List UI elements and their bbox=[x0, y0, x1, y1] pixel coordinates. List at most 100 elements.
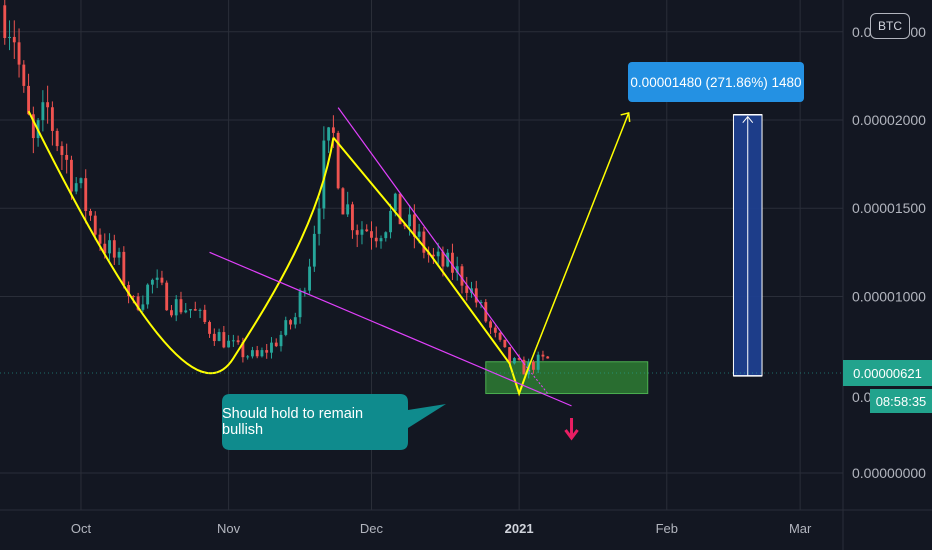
candle-body bbox=[446, 252, 450, 267]
candle-body bbox=[74, 183, 78, 192]
candle-body bbox=[50, 107, 54, 131]
candle-countdown: 08:58:35 bbox=[870, 389, 932, 413]
callout-text: Should hold to remain bullish bbox=[222, 406, 364, 438]
candle-body bbox=[222, 332, 226, 348]
candle-body bbox=[379, 238, 383, 242]
candle-body bbox=[412, 214, 416, 237]
y-tick-label: 0.00001500 bbox=[852, 200, 926, 216]
candle-body bbox=[236, 340, 240, 343]
candle-body bbox=[408, 214, 412, 227]
candle-body bbox=[308, 266, 312, 291]
candle-body bbox=[89, 210, 92, 216]
candle-body bbox=[160, 277, 164, 283]
candle-body bbox=[122, 251, 126, 286]
x-tick-label: Oct bbox=[71, 521, 92, 536]
y-tick-label: 0.00000000 bbox=[852, 465, 926, 481]
candle-body bbox=[136, 296, 140, 310]
candle-body bbox=[460, 266, 464, 286]
candle-body bbox=[531, 361, 535, 370]
candle-body bbox=[55, 130, 59, 147]
candle-body bbox=[79, 178, 83, 184]
candle-body bbox=[231, 340, 235, 342]
candle-body bbox=[212, 333, 216, 342]
measure-label: 0.00001480 (271.86%) 1480 bbox=[628, 62, 804, 102]
candle-body bbox=[465, 285, 469, 293]
candle-body bbox=[260, 350, 264, 357]
candle-body bbox=[108, 240, 111, 254]
candle-body bbox=[303, 290, 307, 292]
support-zone bbox=[485, 361, 649, 395]
candle-body bbox=[70, 159, 73, 192]
candle-body bbox=[17, 42, 21, 65]
candle-body bbox=[360, 229, 364, 235]
candle-body bbox=[112, 240, 116, 258]
candle-body bbox=[227, 340, 231, 348]
candle-body bbox=[327, 127, 331, 141]
candle-body bbox=[341, 188, 345, 215]
candle-body bbox=[393, 193, 397, 211]
x-tick-label: 2021 bbox=[505, 521, 534, 536]
projection-arrowhead bbox=[620, 112, 631, 123]
candle-body bbox=[270, 342, 273, 353]
candles bbox=[3, 0, 550, 379]
candle-body bbox=[541, 354, 545, 357]
candle-body bbox=[65, 154, 69, 160]
candle-body bbox=[193, 309, 197, 311]
candle-body bbox=[384, 232, 388, 239]
drawings bbox=[0, 107, 843, 450]
candle-body bbox=[512, 358, 516, 364]
candle-body bbox=[117, 251, 121, 258]
projection-arrow bbox=[527, 112, 630, 368]
candle-body bbox=[46, 102, 50, 108]
candle-body bbox=[3, 5, 7, 39]
candle-body bbox=[31, 114, 35, 139]
candle-body bbox=[370, 231, 373, 238]
symbol-badge[interactable]: BTC bbox=[870, 13, 910, 39]
y-tick-label: 0.00001000 bbox=[852, 288, 926, 304]
candle-body bbox=[255, 350, 259, 357]
candle-body bbox=[165, 282, 169, 311]
candle-body bbox=[27, 85, 31, 115]
x-tick-label: Mar bbox=[789, 521, 812, 536]
candle-body bbox=[522, 359, 526, 375]
candle-body bbox=[479, 302, 483, 304]
candle-body bbox=[84, 178, 88, 211]
candle-body bbox=[93, 215, 97, 235]
callout-bubble bbox=[222, 394, 446, 450]
candle-body bbox=[417, 231, 421, 237]
candle-body bbox=[322, 140, 326, 209]
candle-body bbox=[189, 309, 192, 311]
wedge-lower-line bbox=[209, 251, 572, 407]
candle-body bbox=[517, 358, 521, 360]
x-tick-label: Dec bbox=[360, 521, 384, 536]
candle-body bbox=[536, 354, 540, 370]
candle-body bbox=[441, 251, 445, 267]
candle-body bbox=[312, 233, 316, 267]
candle-body bbox=[155, 277, 159, 280]
candle-body bbox=[217, 332, 221, 342]
candle-body bbox=[389, 210, 392, 233]
candle-body bbox=[279, 334, 283, 347]
candle-body bbox=[317, 208, 321, 234]
candle-body bbox=[60, 146, 64, 155]
candle-body bbox=[174, 299, 178, 316]
candle-body bbox=[546, 356, 550, 359]
candle-body bbox=[22, 64, 26, 86]
candle-body bbox=[351, 204, 354, 231]
candle-body bbox=[246, 356, 250, 358]
candle-body bbox=[489, 321, 492, 328]
candle-body bbox=[355, 230, 359, 235]
candle-body bbox=[451, 252, 454, 273]
candle-body bbox=[436, 251, 440, 257]
cup-curve bbox=[27, 110, 335, 375]
x-tick-label: Feb bbox=[656, 521, 678, 536]
candle-body bbox=[293, 317, 297, 325]
candle-body bbox=[336, 132, 340, 189]
candle-body bbox=[265, 350, 269, 353]
candle-body bbox=[503, 339, 507, 348]
candle-body bbox=[184, 310, 188, 313]
measure-arrowhead bbox=[742, 115, 754, 124]
candle-body bbox=[203, 309, 207, 323]
candle-body bbox=[474, 288, 478, 303]
